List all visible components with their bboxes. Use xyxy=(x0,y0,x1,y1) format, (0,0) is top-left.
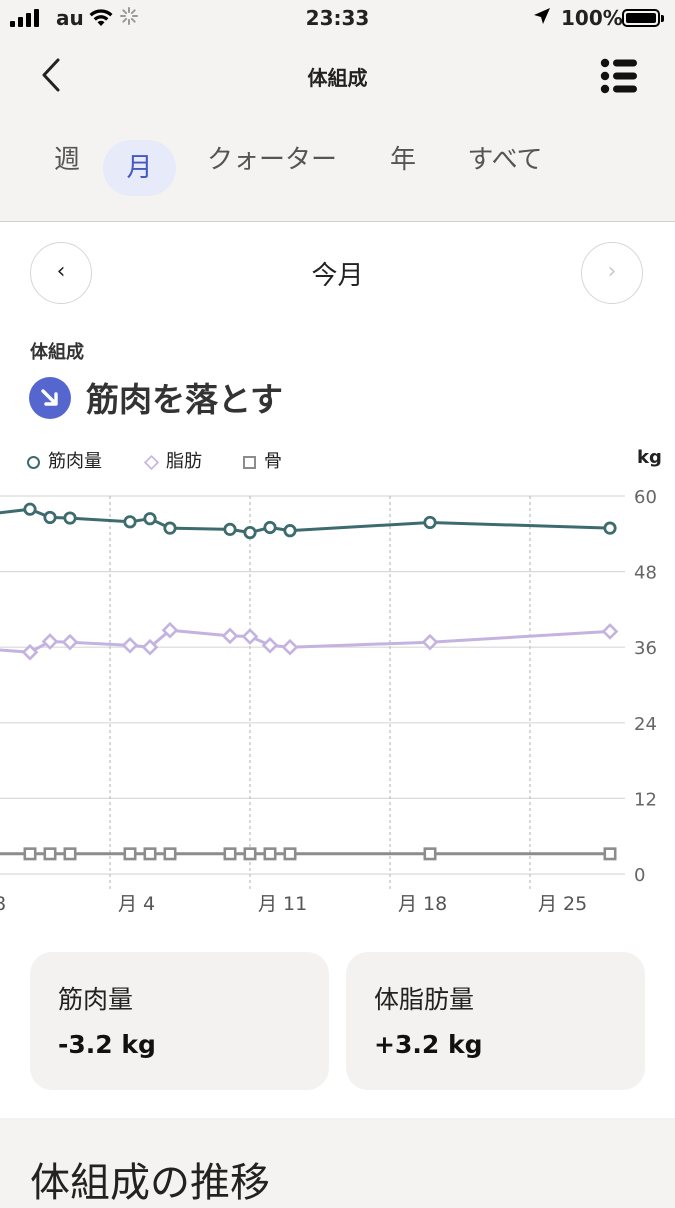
circle-marker-icon xyxy=(27,455,40,469)
legend-fat: 脂肪 xyxy=(143,447,202,473)
fat-point xyxy=(161,621,179,639)
card-label: 筋肉量 xyxy=(58,985,134,1014)
muscle-point xyxy=(603,521,617,535)
status-time: 23:33 xyxy=(305,6,370,30)
fat-point xyxy=(601,623,619,640)
muscle-point xyxy=(223,522,237,536)
bone-point xyxy=(263,847,277,861)
bone-point xyxy=(63,847,77,861)
card-value: +3.2 kg xyxy=(374,1030,483,1059)
card-label: 体脂肪量 xyxy=(374,985,475,1014)
fat-point xyxy=(421,633,439,651)
bone-point xyxy=(23,847,37,861)
next-period-button[interactable]: › xyxy=(581,242,643,304)
muscle-point xyxy=(263,520,277,535)
muscle-point xyxy=(423,515,437,530)
y-tick-label: 12 xyxy=(634,789,657,810)
wifi-icon xyxy=(88,6,114,33)
y-tick-label: 24 xyxy=(634,714,657,735)
muscle-point xyxy=(23,502,37,516)
legend-muscle: 筋肉量 xyxy=(27,447,102,473)
location-arrow-icon xyxy=(532,6,552,31)
carrier-label: au xyxy=(56,6,84,30)
diamond-marker-icon xyxy=(143,454,160,470)
fat-change-card[interactable]: 体脂肪量 +3.2 kg xyxy=(346,952,645,1090)
x-tick-label: 8 xyxy=(0,893,6,915)
bone-point xyxy=(423,847,437,861)
muscle-point xyxy=(123,515,137,529)
menu-button[interactable] xyxy=(598,56,642,96)
fat-point xyxy=(241,628,259,645)
body-composition-chart: 0 12 24 36 48 60 月 4 月 11 月 18 月 25 8 xyxy=(0,487,657,915)
muscle-point xyxy=(63,511,77,525)
back-button[interactable] xyxy=(34,52,74,98)
period-label: 今月 xyxy=(311,261,364,291)
fat-point xyxy=(281,638,299,656)
fat-point xyxy=(61,633,79,651)
fat-point xyxy=(141,638,159,656)
fat-point xyxy=(121,636,139,654)
fat-point xyxy=(261,636,279,654)
chevron-left-icon xyxy=(42,58,60,92)
card-value: -3.2 kg xyxy=(58,1030,156,1059)
muscle-point xyxy=(163,521,177,535)
fat-point xyxy=(21,643,39,661)
tab-week[interactable]: 週 xyxy=(53,145,80,175)
y-tick-label: 60 xyxy=(634,487,657,508)
muscle-point xyxy=(283,524,297,538)
legend-bone: 骨 xyxy=(243,447,282,473)
tab-all[interactable]: すべて xyxy=(467,145,543,175)
bone-point xyxy=(283,847,297,861)
x-tick-label: 月 11 xyxy=(258,893,307,915)
y-unit-label: kg xyxy=(637,447,662,468)
x-tick-label: 月 4 xyxy=(118,893,155,915)
status-text: 筋肉を落とす xyxy=(86,380,284,419)
legend-fat-label: 脂肪 xyxy=(166,451,202,472)
arrow-down-right-icon xyxy=(29,377,71,419)
bone-point xyxy=(243,847,257,861)
tab-year[interactable]: 年 xyxy=(389,145,416,175)
legend-bone-label: 骨 xyxy=(264,451,282,472)
muscle-point xyxy=(43,510,57,525)
bone-point xyxy=(143,847,157,861)
muscle-point xyxy=(143,512,157,526)
page-title: 体組成 xyxy=(307,66,368,90)
legend-muscle-label: 筋肉量 xyxy=(48,451,102,472)
y-tick-label: 0 xyxy=(634,865,645,886)
muscle-change-card[interactable]: 筋肉量 -3.2 kg xyxy=(30,952,329,1090)
bone-point xyxy=(223,847,237,861)
x-tick-label: 月 18 xyxy=(398,893,447,915)
tab-quarter[interactable]: クォーター xyxy=(206,145,337,175)
fat-series-line xyxy=(0,628,611,654)
square-marker-icon xyxy=(243,455,256,469)
previous-period-button[interactable]: ‹ xyxy=(30,242,92,304)
list-icon xyxy=(600,58,637,94)
muscle-point xyxy=(243,525,257,540)
y-tick-label: 36 xyxy=(634,638,657,659)
bone-point xyxy=(43,847,57,861)
status-bar: au 23:33 100% xyxy=(0,0,675,36)
main-panel: ‹ 今月 › 体組成 筋肉を落とす 筋肉量 脂肪 骨 kg 筋肉量 -3.2 k… xyxy=(0,222,675,1118)
battery-percent: 100% xyxy=(561,6,623,30)
section-title: 体組成 xyxy=(30,342,84,363)
battery-icon xyxy=(622,9,664,27)
bone-point xyxy=(123,847,137,861)
trend-section-title: 体組成の推移 xyxy=(30,1160,270,1206)
signal-icon xyxy=(10,9,39,27)
muscle-series-line xyxy=(0,507,611,534)
tabs-divider xyxy=(0,221,675,222)
fat-point xyxy=(221,627,239,645)
tab-month[interactable]: 月 xyxy=(103,140,176,196)
y-tick-label: 48 xyxy=(634,563,657,584)
bone-point xyxy=(163,847,177,861)
loading-spinner-icon xyxy=(120,6,138,30)
fat-point xyxy=(41,633,59,650)
x-tick-label: 月 25 xyxy=(538,893,587,915)
bone-point xyxy=(603,847,617,861)
period-tabs: 週 月 クォーター 年 すべて xyxy=(0,132,675,196)
